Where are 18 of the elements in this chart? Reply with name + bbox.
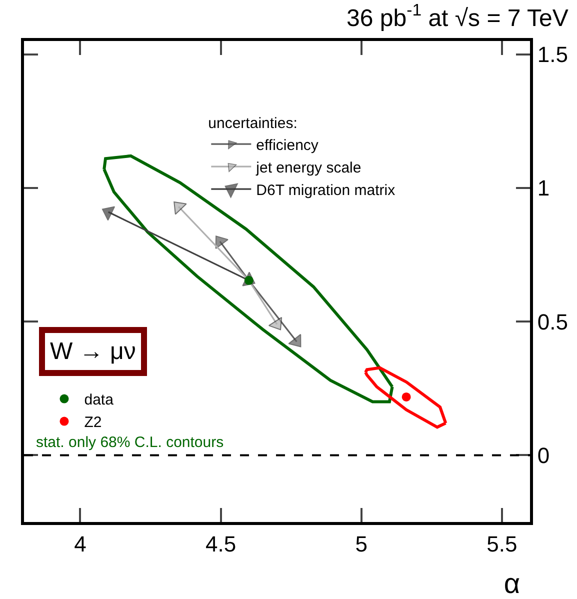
legend-label: jet energy scale bbox=[255, 159, 362, 176]
legend-label: D6T migration matrix bbox=[256, 182, 396, 199]
y-tick-label: 0.5 bbox=[537, 309, 568, 334]
x-axis-title: α bbox=[504, 568, 520, 599]
annotation: W → μν bbox=[50, 338, 136, 365]
chart-title: 36 pb$^{-1}$ at √s = 7 TeV bbox=[346, 0, 568, 32]
legend-label: efficiency bbox=[256, 136, 319, 154]
y-tick-label: 1 bbox=[537, 176, 550, 201]
legend-label: data bbox=[84, 392, 114, 409]
y-tick-label: 1.5 bbox=[537, 42, 568, 68]
y-tick-label: 0 bbox=[537, 442, 550, 468]
x-tick-label: 5.5 bbox=[486, 531, 518, 556]
x-tick-label: 5 bbox=[355, 531, 368, 556]
legend-title: uncertainties: bbox=[208, 114, 298, 132]
legend-label: Z2 bbox=[84, 414, 102, 432]
annotation: stat. only 68% C.L. contours bbox=[36, 434, 224, 451]
x-tick-label: 4.5 bbox=[205, 531, 236, 556]
x-tick-label: 4 bbox=[74, 531, 86, 556]
